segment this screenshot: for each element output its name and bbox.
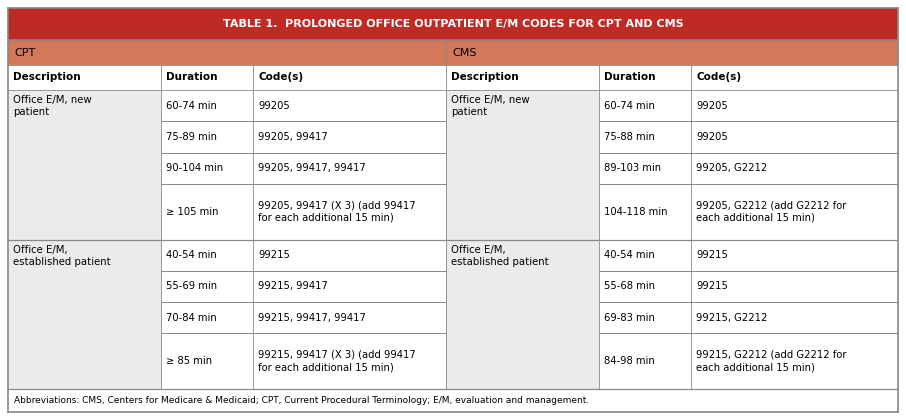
Bar [691, 333, 898, 389]
Bar [161, 302, 254, 333]
Text: ≥ 105 min: ≥ 105 min [167, 207, 218, 217]
Text: 40-54 min: 40-54 min [604, 250, 655, 260]
Bar [161, 184, 254, 239]
Text: 99215, 99417: 99215, 99417 [258, 281, 328, 291]
Bar [600, 239, 691, 271]
Text: 99205: 99205 [258, 101, 290, 110]
Bar [161, 121, 254, 152]
Bar [254, 90, 446, 121]
Text: 99215, G2212: 99215, G2212 [697, 313, 767, 323]
Bar [446, 40, 898, 65]
Text: 99215, 99417 (X 3) (add 99417
for each additional 15 min): 99215, 99417 (X 3) (add 99417 for each a… [258, 350, 416, 373]
Text: 60-74 min: 60-74 min [167, 101, 217, 110]
Bar [254, 184, 446, 239]
Text: Code(s): Code(s) [697, 73, 741, 82]
Text: 75-88 min: 75-88 min [604, 132, 655, 142]
Text: 69-83 min: 69-83 min [604, 313, 655, 323]
Text: 99205, 99417 (X 3) (add 99417
for each additional 15 min): 99205, 99417 (X 3) (add 99417 for each a… [258, 200, 416, 223]
Bar [161, 239, 254, 271]
Bar [8, 40, 446, 65]
Text: 70-84 min: 70-84 min [167, 313, 217, 323]
Bar [254, 333, 446, 389]
Text: Description: Description [451, 73, 519, 82]
Bar [254, 271, 446, 302]
Bar [8, 239, 898, 389]
Text: ≥ 85 min: ≥ 85 min [167, 356, 212, 366]
Text: 99215, G2212 (add G2212 for
each additional 15 min): 99215, G2212 (add G2212 for each additio… [697, 350, 847, 373]
Text: Office E/M, new
patient: Office E/M, new patient [451, 95, 530, 118]
Bar [161, 333, 254, 389]
Bar [254, 152, 446, 184]
Text: 104-118 min: 104-118 min [604, 207, 668, 217]
Bar [8, 90, 898, 239]
Text: Abbreviations: CMS, Centers for Medicare & Medicaid; CPT, Current Procedural Ter: Abbreviations: CMS, Centers for Medicare… [14, 396, 589, 405]
Text: 90-104 min: 90-104 min [167, 163, 224, 173]
Bar [600, 302, 691, 333]
Bar [254, 302, 446, 333]
Text: Duration: Duration [167, 73, 217, 82]
Text: Office E/M,
established patient: Office E/M, established patient [451, 244, 549, 267]
Bar [600, 121, 691, 152]
Text: CPT: CPT [14, 47, 35, 58]
Bar [600, 184, 691, 239]
Text: 99215: 99215 [697, 281, 728, 291]
Text: Duration: Duration [604, 73, 656, 82]
Bar [691, 90, 898, 121]
Text: Office E/M, new
patient: Office E/M, new patient [13, 95, 92, 118]
Bar [8, 8, 898, 40]
Bar [600, 333, 691, 389]
Text: 99205: 99205 [697, 132, 728, 142]
Text: 55-68 min: 55-68 min [604, 281, 655, 291]
Text: 75-89 min: 75-89 min [167, 132, 217, 142]
Bar [691, 152, 898, 184]
Bar [600, 90, 691, 121]
Bar [8, 389, 898, 412]
Bar [600, 152, 691, 184]
Bar [254, 239, 446, 271]
Bar [254, 121, 446, 152]
Text: Code(s): Code(s) [258, 73, 304, 82]
Text: 99205, 99417: 99205, 99417 [258, 132, 328, 142]
Text: 99205, 99417, 99417: 99205, 99417, 99417 [258, 163, 366, 173]
Bar [691, 184, 898, 239]
Bar [600, 271, 691, 302]
Text: Description: Description [13, 73, 81, 82]
Text: 99215: 99215 [258, 250, 290, 260]
Bar [161, 271, 254, 302]
Text: TABLE 1.  PROLONGED OFFICE OUTPATIENT E/M CODES FOR CPT AND CMS: TABLE 1. PROLONGED OFFICE OUTPATIENT E/M… [223, 19, 683, 29]
Text: 99205: 99205 [697, 101, 728, 110]
Text: 99205, G2212 (add G2212 for
each additional 15 min): 99205, G2212 (add G2212 for each additio… [697, 200, 847, 223]
Bar [691, 271, 898, 302]
Text: 99215: 99215 [697, 250, 728, 260]
Text: 99205, G2212: 99205, G2212 [697, 163, 767, 173]
Text: 84-98 min: 84-98 min [604, 356, 655, 366]
Bar [691, 121, 898, 152]
Text: Office E/M,
established patient: Office E/M, established patient [13, 244, 111, 267]
Text: 55-69 min: 55-69 min [167, 281, 217, 291]
Text: 89-103 min: 89-103 min [604, 163, 661, 173]
Text: 99215, 99417, 99417: 99215, 99417, 99417 [258, 313, 366, 323]
Text: 60-74 min: 60-74 min [604, 101, 655, 110]
Text: CMS: CMS [452, 47, 477, 58]
Bar [691, 239, 898, 271]
Bar [8, 65, 898, 90]
Text: 40-54 min: 40-54 min [167, 250, 217, 260]
Bar [691, 302, 898, 333]
Bar [161, 90, 254, 121]
Bar [161, 152, 254, 184]
